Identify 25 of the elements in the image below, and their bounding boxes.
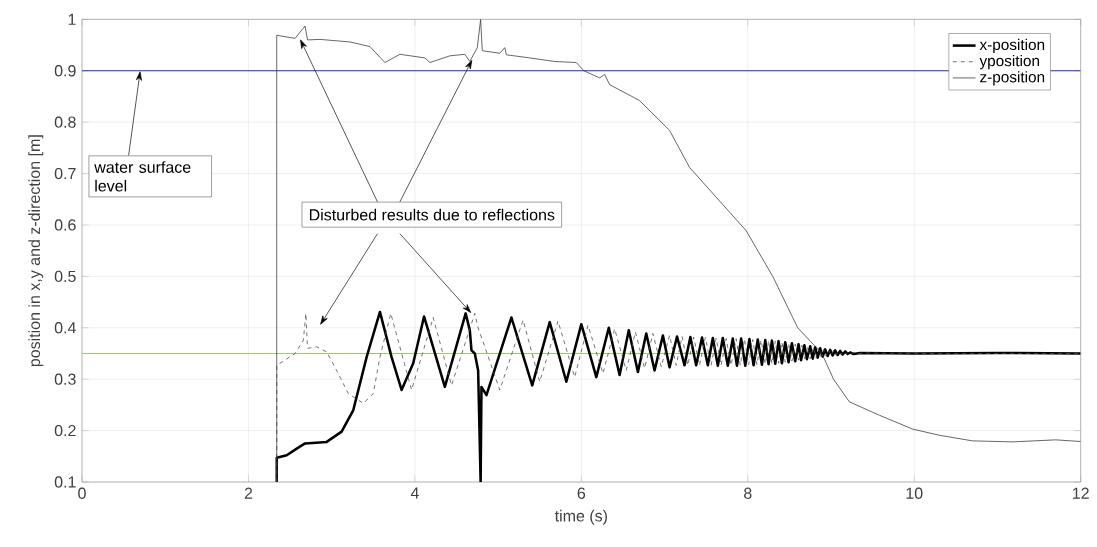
line-series xyxy=(276,19,1081,482)
x-tick-label: 8 xyxy=(744,487,752,499)
legend-label: z-position xyxy=(980,71,1045,86)
x-tick-label: 4 xyxy=(410,487,419,499)
y-tick-label: 0.3 xyxy=(54,373,76,385)
y-tick-label: 0.7 xyxy=(54,167,76,180)
y-tick-label: 0.8 xyxy=(54,116,76,128)
x-tick-label: 6 xyxy=(577,487,586,499)
annotation: Disturbed results due to reflections xyxy=(309,208,555,221)
x-tick-label: 2 xyxy=(244,487,253,499)
legend-label: x-position xyxy=(979,38,1045,54)
y-tick-label: 1 xyxy=(68,13,76,25)
annotation: water surface level xyxy=(94,161,191,192)
y-axis-title: position in x,y and z-direction [m] xyxy=(28,135,44,367)
y-tick-label: 0.1 xyxy=(54,476,76,488)
y-tick-label: 0.9 xyxy=(54,65,76,77)
x-tick-label: 10 xyxy=(906,487,923,499)
y-tick-label: 0.2 xyxy=(54,424,76,437)
x-axis-title: time (s) xyxy=(554,509,607,525)
y-tick-label: 0.6 xyxy=(54,219,76,231)
x-tick-label: 0 xyxy=(78,487,86,499)
y-tick-label: 0.5 xyxy=(54,270,76,283)
x-tick-label: 12 xyxy=(1072,487,1089,499)
y-tick-label: 0.4 xyxy=(54,322,76,334)
legend-label: yposition xyxy=(979,55,1039,70)
